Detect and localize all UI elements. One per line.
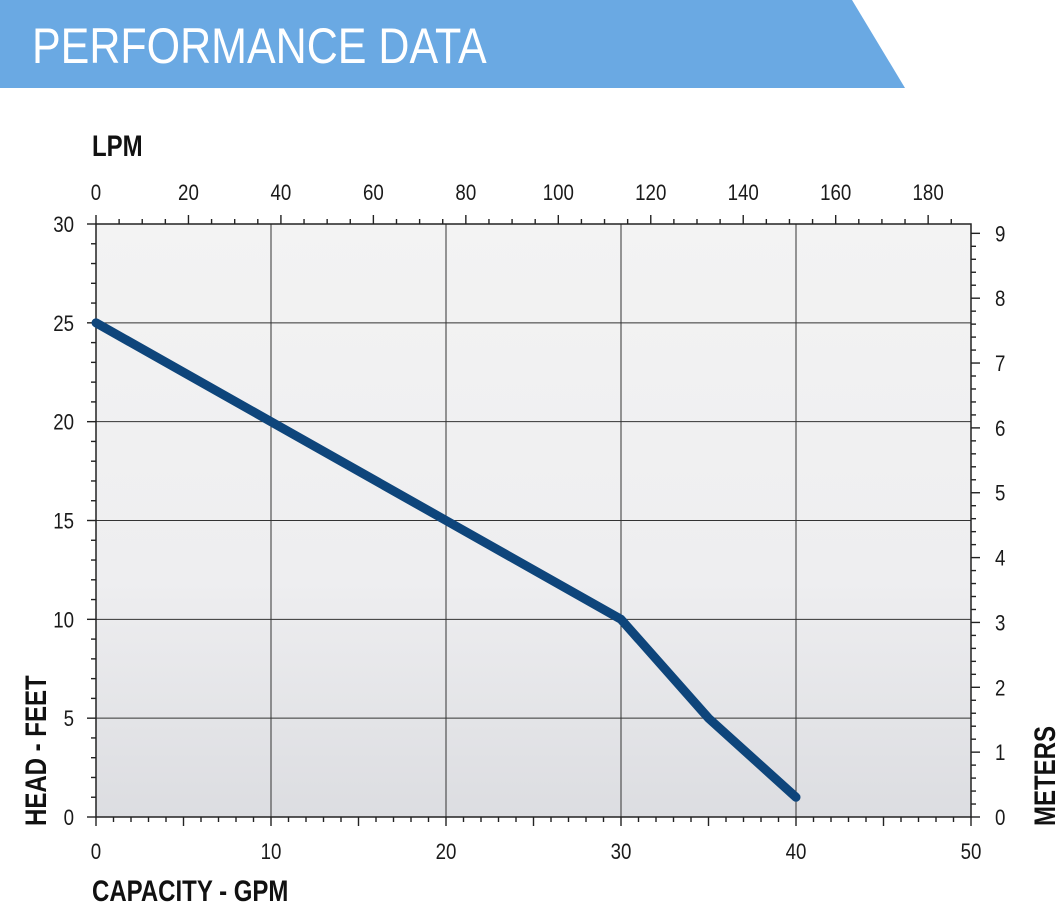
performance-curve <box>91 318 801 802</box>
grid-lines <box>96 224 971 817</box>
y2-tick-label: 4 <box>995 547 1005 571</box>
x-tick-label: 30 <box>611 841 632 865</box>
page-title: PERFORMANCE DATA <box>32 18 487 74</box>
x-tick-label: 50 <box>961 841 982 865</box>
y-tick-label: 15 <box>53 510 74 534</box>
x-tick-label: 20 <box>436 841 457 865</box>
gpm-axis-title: CAPACITY - GPM <box>92 873 288 907</box>
header-banner <box>0 0 905 88</box>
y-tick-label: 5 <box>64 708 74 732</box>
y2-tick-label: 3 <box>995 612 1005 636</box>
x2-tick-label: 120 <box>635 182 666 206</box>
x2-tick-label: 180 <box>913 182 944 206</box>
banner-shape <box>0 0 905 88</box>
y-tick-label: 30 <box>53 214 74 238</box>
y2-tick-label: 6 <box>995 418 1005 442</box>
y2-tick-label: 5 <box>995 482 1005 506</box>
x2-tick-label: 140 <box>728 182 759 206</box>
y2-tick-label: 1 <box>995 742 1005 766</box>
x2-tick-label: 60 <box>363 182 384 206</box>
y2-tick-label: 2 <box>995 677 1005 701</box>
x2-tick-label: 160 <box>820 182 851 206</box>
lpm-axis-title: LPM <box>92 128 143 162</box>
x-tick-label: 40 <box>786 841 807 865</box>
meters-axis-title: METERS <box>1027 726 1057 826</box>
y2-tick-label: 0 <box>995 807 1005 831</box>
minor-ticks <box>87 215 980 826</box>
y-tick-label: 25 <box>53 313 74 337</box>
x2-tick-label: 100 <box>543 182 574 206</box>
head-feet-axis-title: HEAD - FEET <box>18 675 52 826</box>
x-tick-label: 10 <box>261 841 282 865</box>
y-tick-label: 20 <box>53 411 74 435</box>
x2-tick-label: 80 <box>455 182 476 206</box>
y-tick-label: 10 <box>53 609 74 633</box>
y2-tick-label: 9 <box>995 223 1005 247</box>
x2-tick-label: 20 <box>178 182 199 206</box>
y2-tick-label: 7 <box>995 353 1005 377</box>
x-tick-label: 0 <box>91 841 101 865</box>
y-tick-label: 0 <box>64 807 74 831</box>
y2-tick-label: 8 <box>995 288 1005 312</box>
plot-frame <box>95 223 972 818</box>
x2-tick-label: 0 <box>91 182 101 206</box>
x2-tick-label: 40 <box>271 182 292 206</box>
